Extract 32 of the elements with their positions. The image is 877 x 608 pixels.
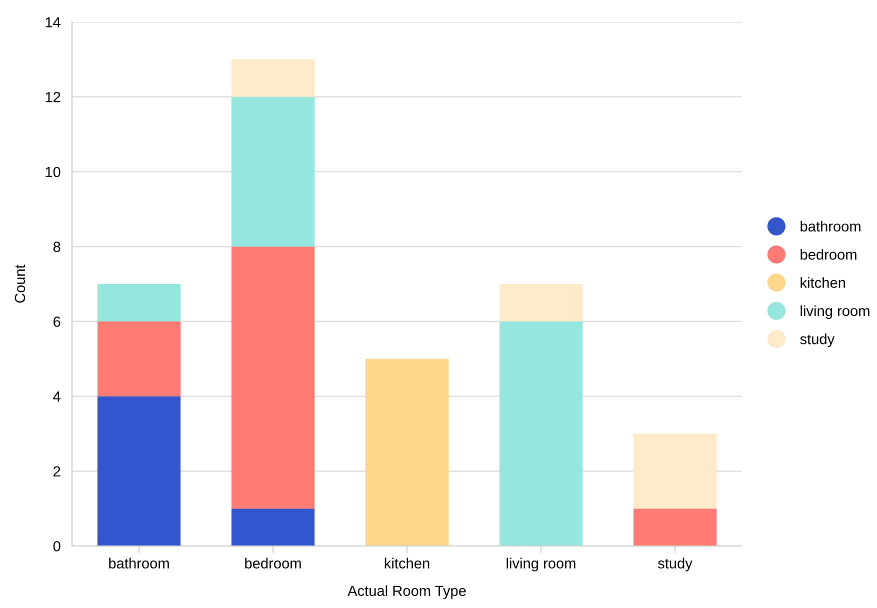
y-axis-title: Count xyxy=(14,264,26,303)
legend-label: kitchen xyxy=(800,277,845,288)
bar xyxy=(365,358,449,546)
bar xyxy=(231,246,315,509)
bar xyxy=(97,284,181,322)
bar xyxy=(499,284,583,322)
y-tick-label: 4 xyxy=(53,392,60,402)
x-axis-title: Actual Room Type xyxy=(348,585,466,599)
y-tick-label: 10 xyxy=(46,166,60,178)
bar xyxy=(231,508,315,546)
bar xyxy=(633,508,717,546)
y-tick-label: 6 xyxy=(54,316,60,327)
bar xyxy=(633,434,717,509)
y-tick-label: 14 xyxy=(46,17,60,28)
bar xyxy=(97,321,181,396)
legend-label: living room xyxy=(800,305,870,319)
legend-label: bedroom xyxy=(800,249,856,260)
legend-label: bathroom xyxy=(800,220,860,232)
x-tick-label: kitchen xyxy=(384,558,430,569)
y-tick-label: 2 xyxy=(54,466,60,476)
x-tick-label: living room xyxy=(506,558,576,572)
x-tick-label: bathroom xyxy=(109,558,169,569)
bar xyxy=(231,59,315,97)
legend-label: study xyxy=(800,334,835,348)
bar xyxy=(97,396,181,546)
y-tick-label: 0 xyxy=(53,541,60,552)
bar xyxy=(499,321,583,546)
y-tick-label: 12 xyxy=(46,92,60,102)
x-tick-label: bedroom xyxy=(245,558,301,569)
y-tick-label: 8 xyxy=(53,242,60,252)
bar xyxy=(231,96,315,247)
x-tick-label: study xyxy=(658,558,692,572)
